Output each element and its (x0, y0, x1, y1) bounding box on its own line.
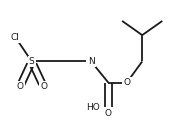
Text: O: O (123, 78, 130, 87)
Text: O: O (105, 109, 112, 118)
Text: HO: HO (86, 103, 100, 111)
Text: S: S (29, 57, 35, 66)
Text: O: O (40, 82, 47, 91)
Text: Cl: Cl (11, 33, 20, 42)
Text: O: O (16, 82, 23, 91)
Text: N: N (88, 57, 94, 66)
